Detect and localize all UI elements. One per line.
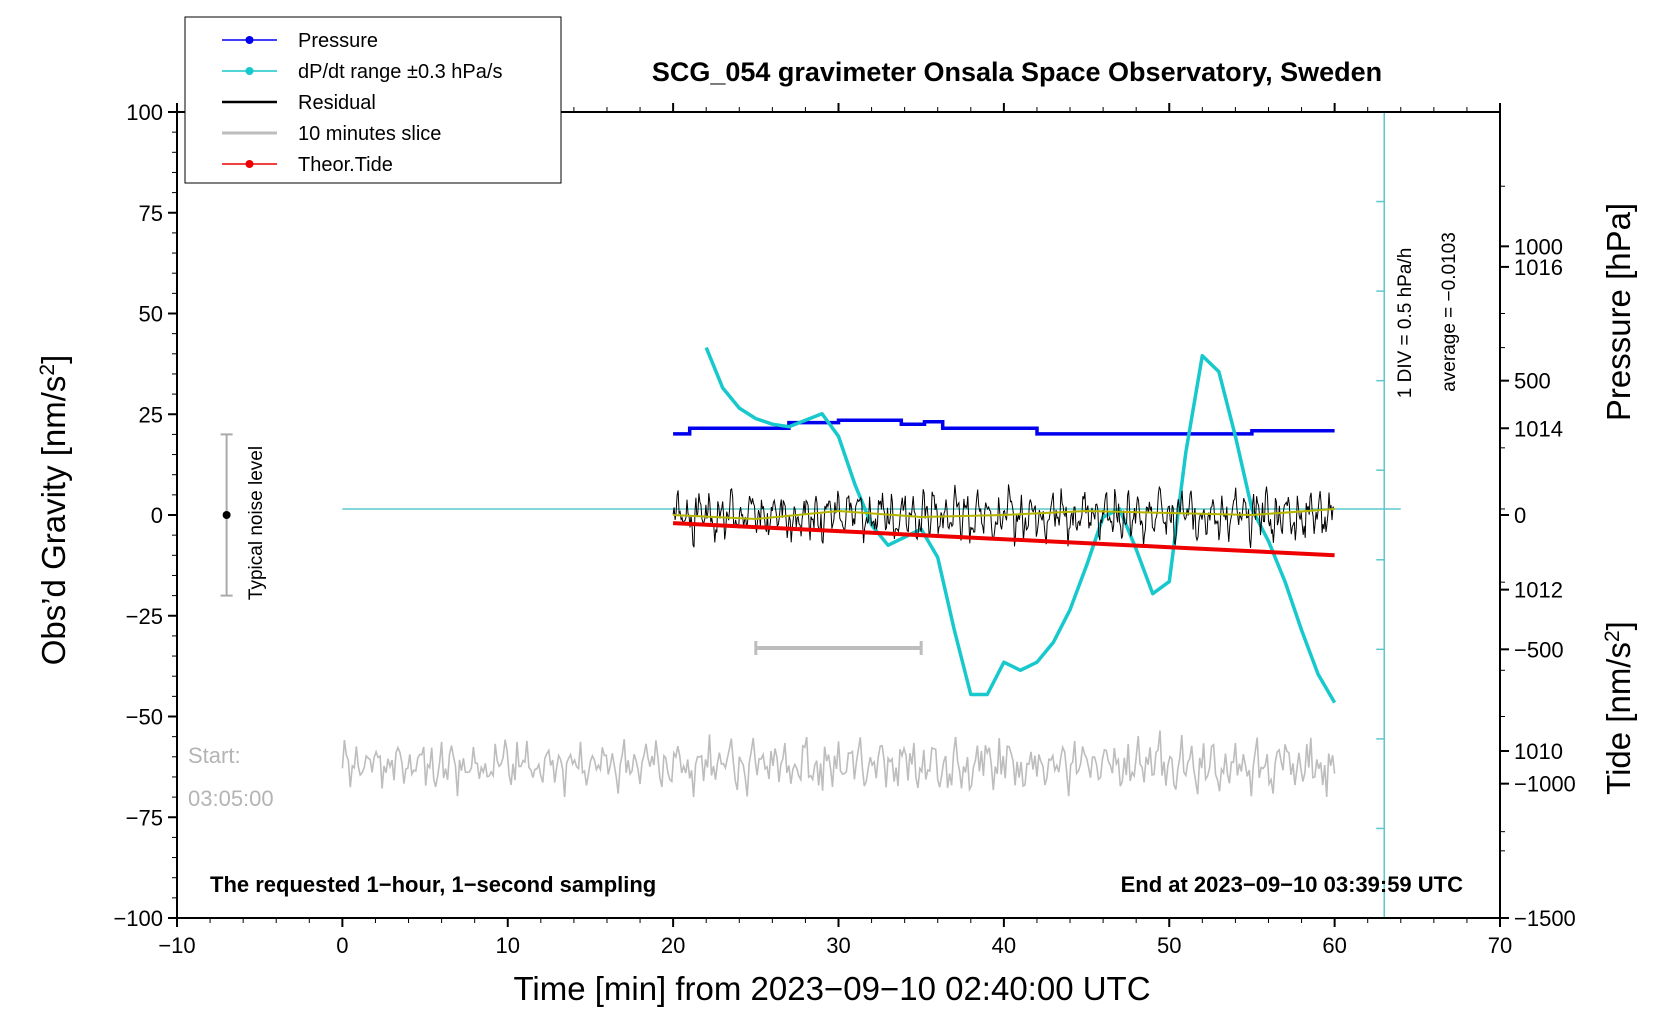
scale-average-label: average = −0.0103 [1439,232,1460,392]
tide-tick-label: 1000 [1514,234,1563,259]
y-axis-title-left-main: Obs’d Gravity [nm/s [35,376,72,666]
legend-swatch-marker [245,36,254,44]
y-axis-title-left-sup: 2 [36,364,59,376]
legend-box [184,16,562,184]
tide-tick-label: −1500 [1514,906,1576,931]
legend: Pressure dP/dt range ±0.3 hPa/s Residual 10… [184,16,562,184]
dpdt-series-line [704,346,1337,704]
y-axis-title-left: Obs’d Gravity [nm/s2] [35,355,72,666]
pressure-tick-label: 1016 [1514,255,1563,280]
legend-label: Theor.Tide [298,154,393,176]
pressure-tick-label: 1012 [1514,578,1563,603]
sampling-note: The requested 1−hour, 1−second sampling [210,872,656,897]
chart-title: SCG_054 gravimeter Onsala Space Observat… [652,57,1382,87]
y-axis-title-left-close: ] [35,355,72,364]
y-axis-title-tide-sup: 2 [1601,630,1624,642]
noise-level-dot [222,511,231,519]
pressure-tick-label: 1014 [1514,416,1563,441]
y-tick-label: −100 [113,906,163,931]
y-axis-title-tide-close: ] [1600,621,1637,630]
tide-tick-label: −500 [1514,637,1564,662]
residual-series-line [672,484,1335,548]
legend-label: Pressure [298,30,378,52]
scale-div-label: 1 DIV = 0.5 hPa/h [1395,248,1416,399]
legend-swatch-marker [245,67,254,75]
x-tick-label: 0 [336,933,348,958]
y-axis-title-tide: Tide [nm/s2] [1600,621,1637,795]
x-tick-label: 60 [1322,933,1346,958]
start-label: Start: [188,743,241,768]
tide-tick-label: 500 [1514,369,1551,394]
noise-level-label: Typical noise level [246,446,267,600]
legend-label: 10 minutes slice [298,123,441,145]
y-tick-label: 50 [139,302,163,327]
y-tick-label: −75 [126,805,163,830]
end-time-note: End at 2023−09−10 03:39:59 UTC [1121,872,1464,897]
pressure-tick-label: 1010 [1514,739,1563,764]
tide-tick-label: 0 [1514,503,1526,528]
tide-tick-label: −1000 [1514,772,1576,797]
axis-ticks: −10 0 10 20 30 40 50 60 701007550250−25−50−75−10… [113,100,1575,958]
y-tick-label: −25 [126,604,163,629]
start-time-label: 03:05:00 [188,786,274,811]
legend-swatch-marker [245,160,254,168]
y-tick-label: 0 [151,503,163,528]
legend-label: Residual [298,92,376,114]
y-axis-title-tide-main: Tide [nm/s [1600,642,1637,795]
x-tick-label: 20 [661,933,685,958]
x-tick-label: 10 [496,933,520,958]
legend-label: dP/dt range ±0.3 hPa/s [298,61,502,83]
x-tick-label: 70 [1488,933,1512,958]
y-tick-label: −50 [126,705,163,730]
x-tick-label: 50 [1157,933,1181,958]
residual-smoothed-line [673,508,1335,521]
data-series [220,346,1337,798]
x-axis-title: Time [min] from 2023−09−10 02:40:00 UTC [513,970,1150,1007]
slice-series-line [341,730,1336,798]
pressure-series-line [673,418,1335,436]
y-tick-label: 75 [139,201,163,226]
tide-series-line [673,521,1335,558]
y-tick-label: 25 [139,402,163,427]
x-tick-label: 40 [992,933,1016,958]
x-tick-label: 30 [826,933,850,958]
x-tick-label: −10 [158,933,195,958]
y-tick-label: 100 [126,100,163,125]
y-axis-title-pressure: Pressure [hPa] [1600,203,1637,421]
